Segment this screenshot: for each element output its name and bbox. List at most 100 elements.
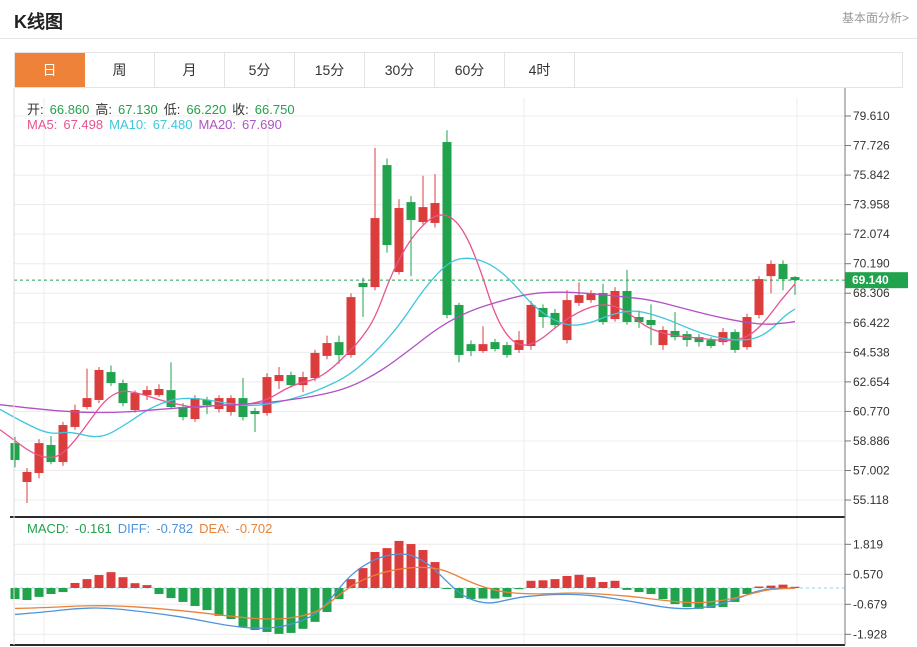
candle-body — [454, 304, 464, 355]
macd-bar — [382, 548, 392, 588]
macd-bar — [82, 579, 92, 588]
candle-body — [142, 390, 152, 396]
macd-bar — [550, 579, 560, 588]
candle-body — [598, 293, 608, 323]
candle-body — [298, 377, 308, 386]
macd-bar — [298, 588, 308, 629]
candle-body — [490, 342, 500, 350]
candle-body — [370, 218, 380, 288]
macd-bar — [178, 588, 188, 602]
candle-body — [514, 340, 524, 350]
macd-bar — [778, 584, 788, 588]
candle-body — [502, 345, 512, 355]
macd-bar — [154, 588, 164, 595]
macd-bar — [250, 588, 260, 631]
macd-bar — [478, 588, 488, 599]
candle-body — [310, 352, 320, 379]
candle-body — [610, 290, 620, 320]
main-axis-label: 64.538 — [853, 345, 890, 359]
tab-5分[interactable]: 5分 — [225, 53, 295, 87]
macd-bar — [274, 588, 284, 634]
candle-body — [94, 370, 104, 400]
main-axis-label: 60.770 — [853, 404, 890, 418]
macd-bar — [430, 562, 440, 588]
macd-bar — [34, 588, 44, 597]
candle-body — [46, 444, 56, 463]
fundamental-analysis-link[interactable]: 基本面分析> — [841, 11, 909, 25]
candle-body — [346, 297, 356, 355]
candle-body — [250, 410, 260, 415]
macd-bar — [742, 588, 752, 595]
candle-body — [442, 142, 452, 315]
tab-周[interactable]: 周 — [85, 53, 155, 87]
main-axis-label: 75.842 — [853, 168, 890, 182]
macd-bar — [238, 588, 248, 627]
candle-body — [106, 372, 116, 384]
tab-日[interactable]: 日 — [15, 53, 85, 87]
tab-月[interactable]: 月 — [155, 53, 225, 87]
candle-body — [154, 388, 164, 396]
kline-chart-canvas[interactable]: 79.610 77.726 75.842 73.958 72.074 70.190 68.3… — [0, 88, 917, 647]
candle-body — [214, 398, 224, 410]
candle-body — [586, 293, 596, 301]
candle-body — [130, 393, 140, 410]
candle-body — [58, 425, 68, 463]
macd-bar — [406, 544, 416, 588]
macd-bar — [562, 575, 572, 588]
macd-bar — [574, 574, 584, 588]
macd-bar — [538, 580, 548, 588]
macd-bar — [610, 580, 620, 588]
macd-bar — [718, 588, 728, 607]
main-axis-label: 77.726 — [853, 139, 890, 153]
tab-4时[interactable]: 4时 — [505, 53, 575, 87]
candle-body — [478, 344, 488, 352]
candle-body — [190, 398, 200, 420]
main-axis-label: 73.958 — [853, 198, 890, 212]
interval-tab-bar: 日周月 5分 15分 30分 60分 4时 — [14, 52, 903, 88]
diff-line — [14, 553, 796, 629]
candle-body — [286, 375, 296, 386]
candle-body — [658, 330, 668, 346]
macd-bar — [418, 550, 428, 588]
macd-bar — [634, 588, 644, 593]
current-price-badge-label: 69.140 — [852, 273, 889, 287]
ma20-line — [0, 291, 796, 414]
macd-bar — [46, 588, 56, 595]
macd-bar — [286, 588, 296, 633]
tab-60分[interactable]: 60分 — [435, 53, 505, 87]
candle-body — [202, 399, 212, 405]
main-axis-label: 70.190 — [853, 257, 890, 271]
macd-bar — [322, 588, 332, 613]
tab-15分[interactable]: 15分 — [295, 53, 365, 87]
macd-bar — [130, 583, 140, 588]
chart-region: 79.610 77.726 75.842 73.958 72.074 70.190 68.3… — [0, 88, 917, 647]
candle-body — [274, 375, 284, 381]
candle-body — [634, 317, 644, 323]
candle-body — [754, 279, 764, 315]
macd-bar — [694, 588, 704, 609]
macd-bar — [394, 540, 404, 588]
main-axis-label: 66.422 — [853, 316, 890, 330]
candle-body — [406, 202, 416, 220]
macd-bar — [334, 588, 344, 600]
macd-axis-label: 1.819 — [853, 537, 883, 551]
macd-bar — [490, 588, 500, 599]
candle-body — [790, 277, 800, 281]
candle-body — [34, 443, 44, 474]
current-price-badge — [845, 272, 908, 289]
candle-body — [730, 332, 740, 350]
macd-bar — [682, 588, 692, 607]
candle-body — [562, 300, 572, 341]
candle-body — [382, 165, 392, 246]
macd-bar — [190, 588, 200, 607]
macd-bar — [790, 586, 800, 588]
candle-body — [10, 443, 20, 461]
tab-30分[interactable]: 30分 — [365, 53, 435, 87]
candle-body — [394, 208, 404, 273]
macd-bar — [94, 575, 104, 588]
main-axis-label: 58.886 — [853, 434, 890, 448]
candle-body — [238, 398, 248, 418]
macd-bar — [730, 588, 740, 602]
candle-body — [262, 377, 272, 413]
candle-body — [706, 340, 716, 347]
